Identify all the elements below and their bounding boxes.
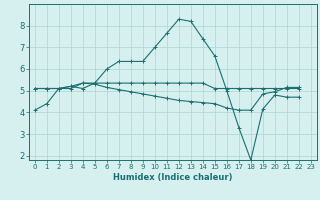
X-axis label: Humidex (Indice chaleur): Humidex (Indice chaleur): [113, 173, 233, 182]
